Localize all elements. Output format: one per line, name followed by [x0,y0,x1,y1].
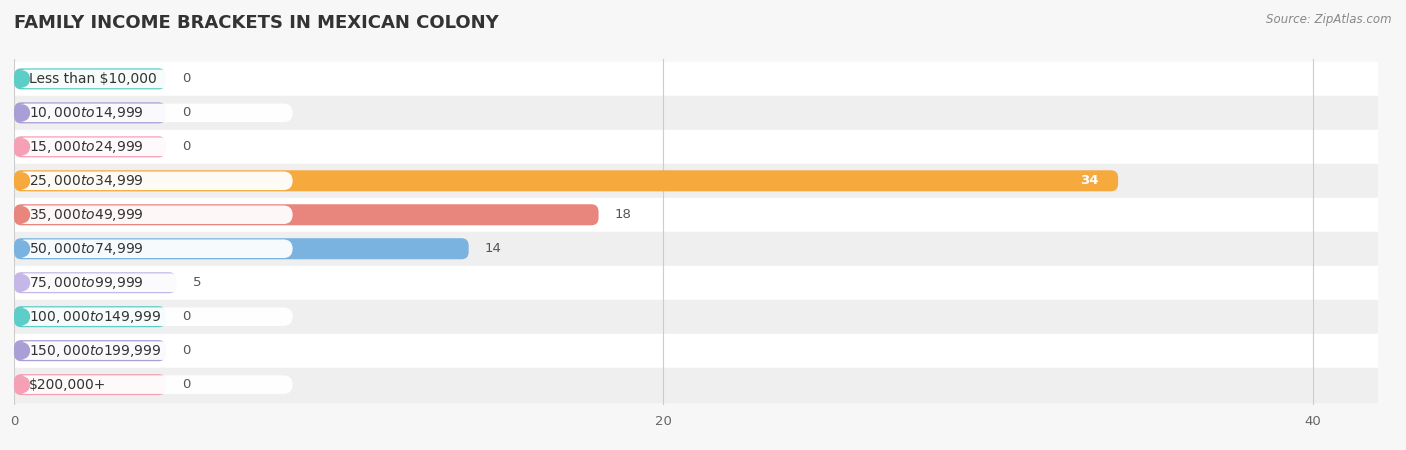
Circle shape [14,71,30,87]
Text: 5: 5 [193,276,201,289]
Circle shape [14,207,30,223]
Bar [14,62,1378,96]
FancyBboxPatch shape [17,239,292,258]
FancyBboxPatch shape [14,102,166,123]
Text: $75,000 to $99,999: $75,000 to $99,999 [28,274,143,291]
Text: 34: 34 [1080,174,1098,187]
FancyBboxPatch shape [14,68,166,90]
Bar [14,198,1378,232]
Circle shape [14,343,30,359]
Text: $15,000 to $24,999: $15,000 to $24,999 [28,139,143,155]
Circle shape [14,139,30,155]
FancyBboxPatch shape [17,375,292,394]
Text: 18: 18 [614,208,631,221]
Text: $150,000 to $199,999: $150,000 to $199,999 [28,342,162,359]
FancyBboxPatch shape [14,136,166,158]
FancyBboxPatch shape [14,340,166,361]
Text: 0: 0 [183,106,190,119]
Bar [14,333,1378,368]
Circle shape [14,275,30,291]
FancyBboxPatch shape [14,238,468,259]
Bar [14,232,1378,266]
Circle shape [14,241,30,256]
Bar [14,96,1378,130]
Circle shape [14,105,30,121]
Bar [14,164,1378,198]
FancyBboxPatch shape [17,171,292,190]
FancyBboxPatch shape [14,204,599,225]
FancyBboxPatch shape [14,374,166,395]
Text: 14: 14 [485,242,502,255]
Text: $35,000 to $49,999: $35,000 to $49,999 [28,207,143,223]
Text: $25,000 to $34,999: $25,000 to $34,999 [28,173,143,189]
FancyBboxPatch shape [14,272,176,293]
Bar [14,266,1378,300]
Text: 0: 0 [183,140,190,153]
Text: Less than $10,000: Less than $10,000 [28,72,156,86]
FancyBboxPatch shape [17,138,292,156]
Bar [14,130,1378,164]
FancyBboxPatch shape [17,342,292,360]
Text: $10,000 to $14,999: $10,000 to $14,999 [28,105,143,121]
FancyBboxPatch shape [17,307,292,326]
Text: $50,000 to $74,999: $50,000 to $74,999 [28,241,143,257]
FancyBboxPatch shape [14,306,166,327]
Bar [14,368,1378,401]
Circle shape [14,377,30,392]
FancyBboxPatch shape [17,104,292,122]
Text: Source: ZipAtlas.com: Source: ZipAtlas.com [1267,14,1392,27]
Text: 0: 0 [183,72,190,86]
Text: FAMILY INCOME BRACKETS IN MEXICAN COLONY: FAMILY INCOME BRACKETS IN MEXICAN COLONY [14,14,499,32]
Text: 0: 0 [183,378,190,391]
FancyBboxPatch shape [17,274,292,292]
Text: $100,000 to $149,999: $100,000 to $149,999 [28,309,162,325]
Text: $200,000+: $200,000+ [28,378,105,392]
Text: 0: 0 [183,344,190,357]
Text: 0: 0 [183,310,190,323]
Bar [14,300,1378,333]
FancyBboxPatch shape [17,70,292,88]
FancyBboxPatch shape [14,170,1118,191]
FancyBboxPatch shape [17,206,292,224]
Circle shape [14,173,30,189]
Circle shape [14,309,30,324]
